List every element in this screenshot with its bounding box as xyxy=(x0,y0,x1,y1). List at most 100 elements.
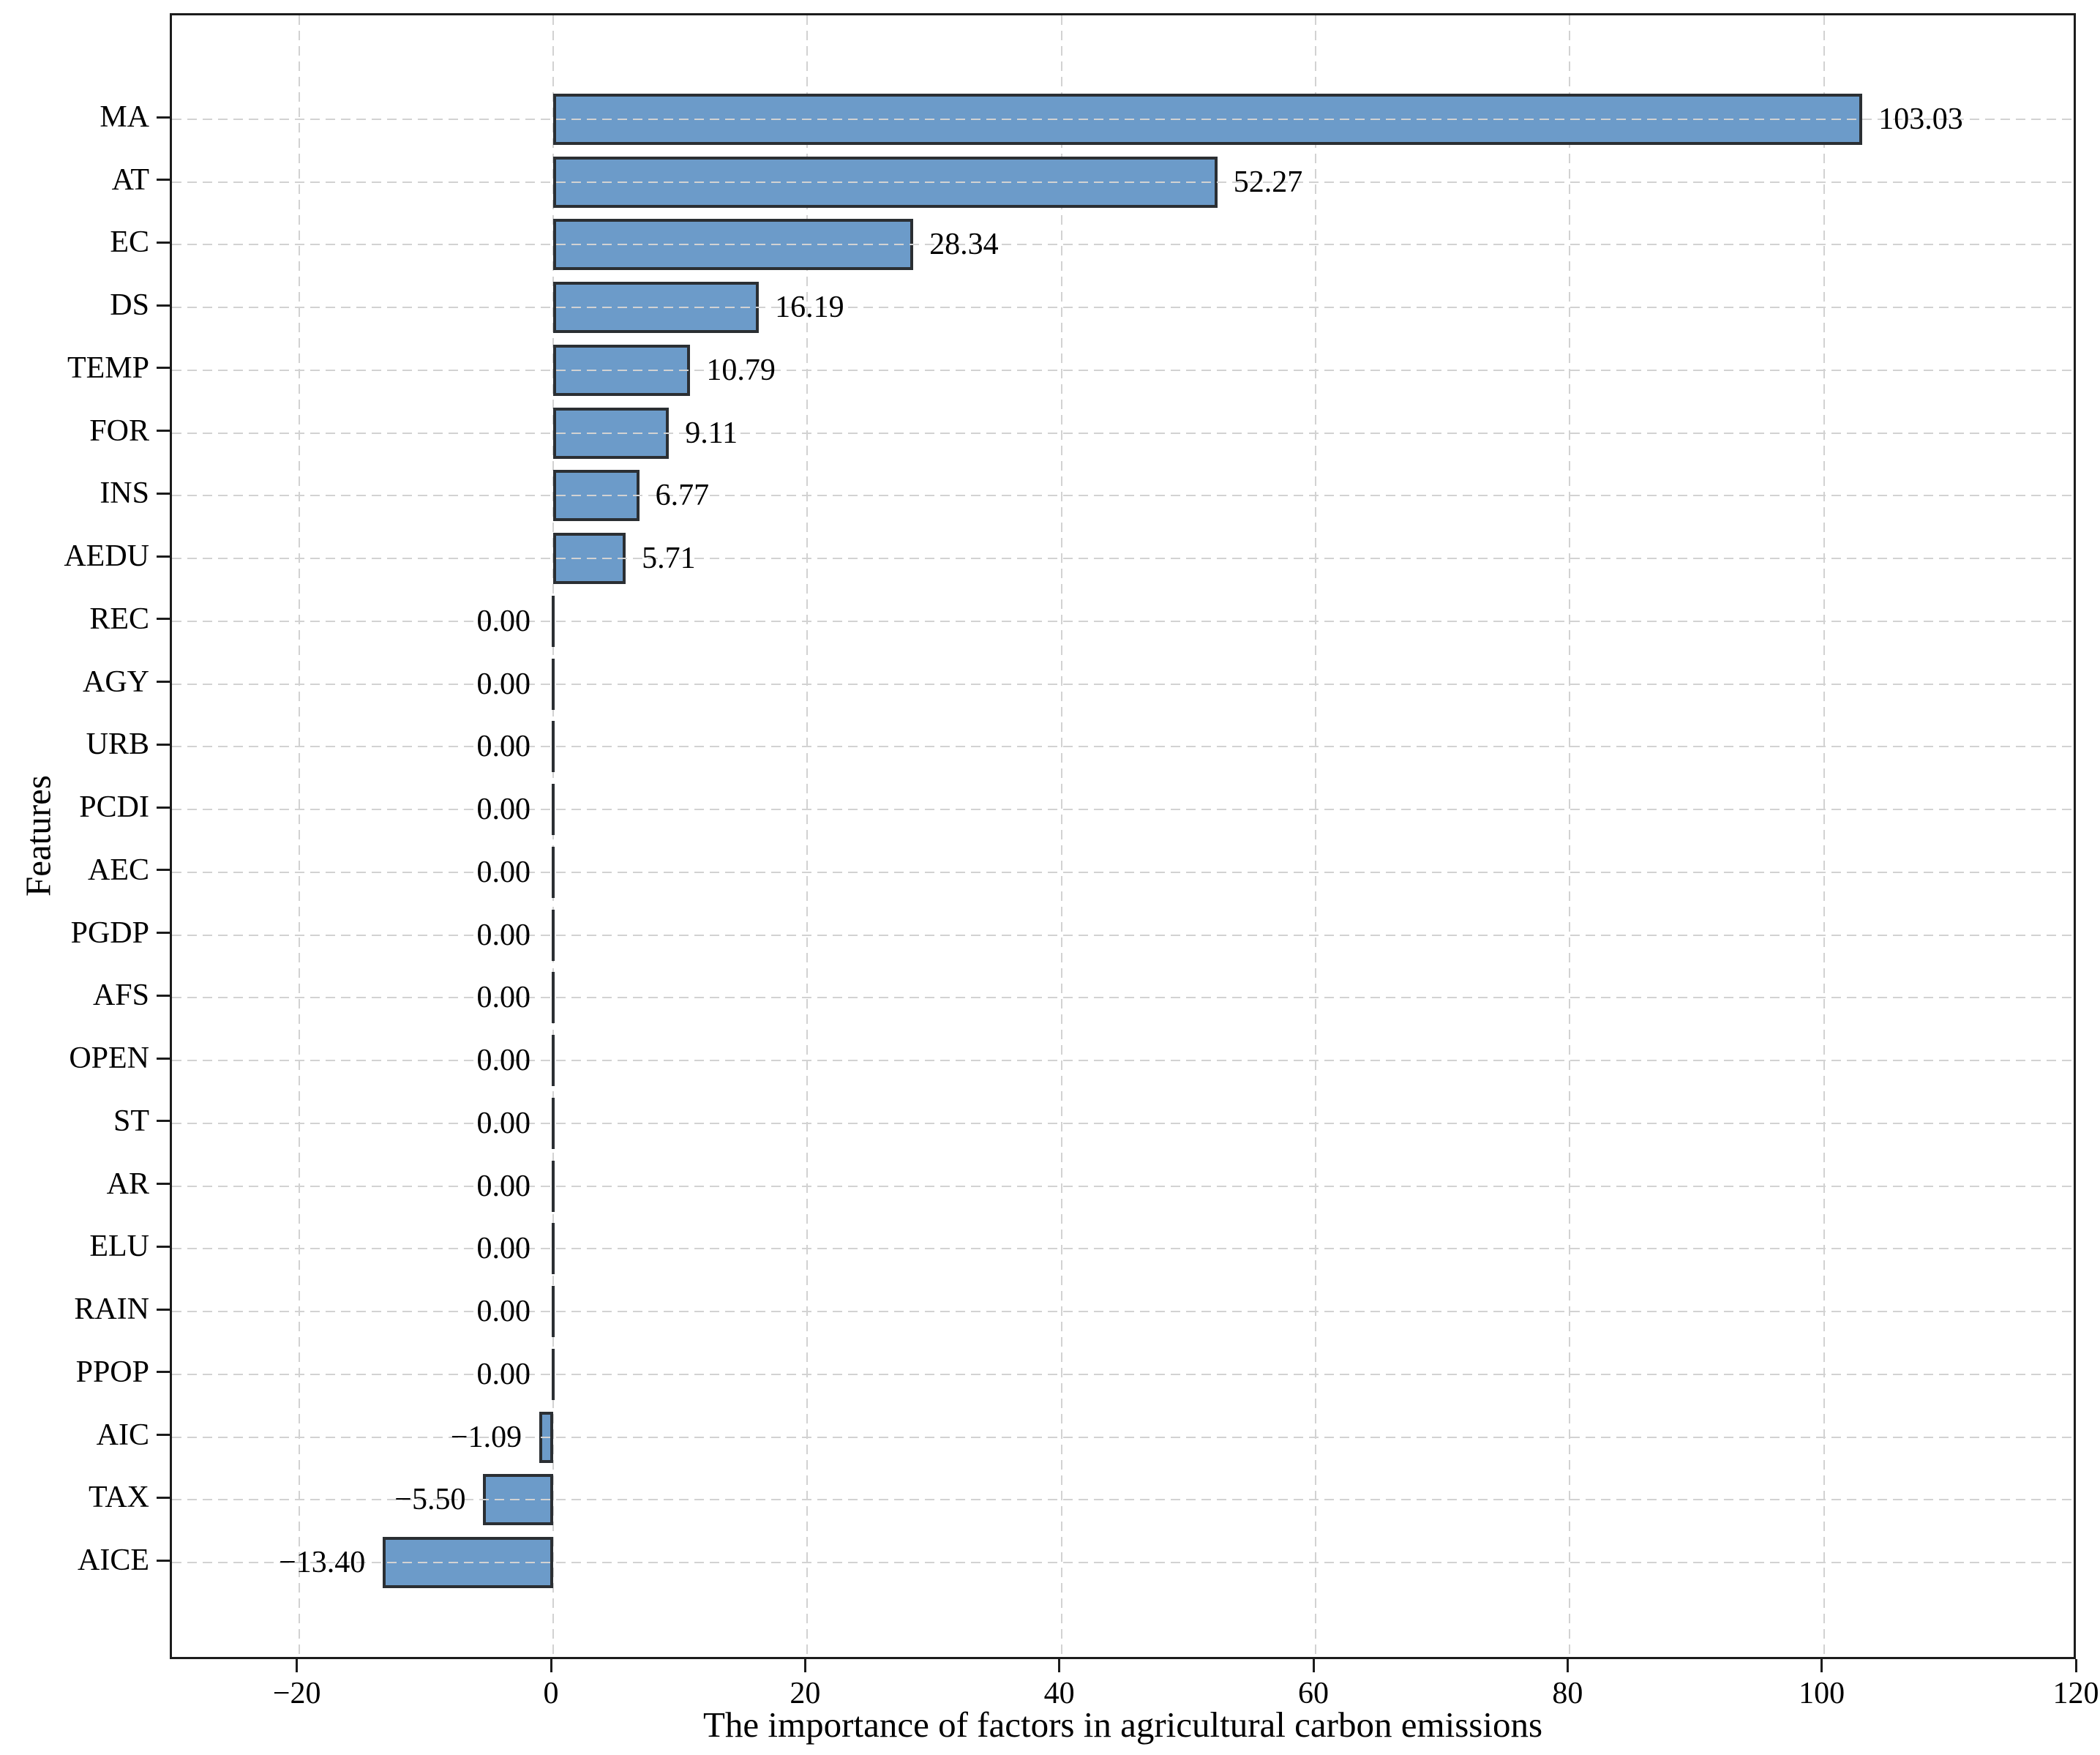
h-gridline xyxy=(172,934,2074,936)
y-tick-label: PCDI xyxy=(79,790,149,825)
bar-value-label: 0.00 xyxy=(476,1106,531,1140)
y-tick-label: PGDP xyxy=(70,916,149,950)
y-tick-mark xyxy=(157,555,170,558)
h-gridline xyxy=(172,1185,2074,1187)
y-tick-mark xyxy=(157,304,170,307)
h-gridline xyxy=(172,181,2074,183)
y-tick-mark xyxy=(157,241,170,244)
y-tick-mark xyxy=(157,492,170,495)
y-tick-mark xyxy=(157,994,170,997)
y-tick-mark xyxy=(157,1559,170,1562)
y-tick-mark xyxy=(157,1434,170,1437)
y-tick-label: OPEN xyxy=(69,1041,149,1076)
x-tick-label: 0 xyxy=(543,1677,559,1710)
y-tick-mark xyxy=(157,1308,170,1311)
bar-value-label: 0.00 xyxy=(476,604,531,638)
bar-value-label: 5.71 xyxy=(642,542,696,576)
h-gridline xyxy=(172,871,2074,873)
h-gridline xyxy=(172,244,2074,246)
bar-value-label: 0.00 xyxy=(476,1357,531,1391)
x-tick-label: 80 xyxy=(1552,1677,1583,1710)
x-tick-mark xyxy=(1820,1659,1823,1672)
y-tick-mark xyxy=(157,1057,170,1060)
y-tick-label: INS xyxy=(100,476,149,511)
x-tick-label: 100 xyxy=(1799,1677,1845,1710)
h-gridline xyxy=(172,1436,2074,1438)
y-tick-label: EC xyxy=(110,225,149,260)
h-gridline xyxy=(172,997,2074,999)
bar-value-label: 6.77 xyxy=(655,479,710,513)
x-tick-label: 20 xyxy=(790,1677,821,1710)
bar-value-label: 0.00 xyxy=(476,1295,531,1329)
y-tick-mark xyxy=(157,806,170,809)
x-tick-label: 60 xyxy=(1298,1677,1329,1710)
bar-value-label: 0.00 xyxy=(476,1044,531,1078)
h-gridline xyxy=(172,1499,2074,1501)
bar-value-label: −5.50 xyxy=(394,1483,466,1517)
y-tick-label: AICE xyxy=(78,1543,149,1577)
bar-value-label: 28.34 xyxy=(929,228,999,262)
bar-value-label: 0.00 xyxy=(476,730,531,764)
y-tick-mark xyxy=(157,1120,170,1123)
bar-value-label: 10.79 xyxy=(706,353,776,387)
h-gridline xyxy=(172,683,2074,685)
bar-value-label: 0.00 xyxy=(476,667,531,701)
y-tick-mark xyxy=(157,1496,170,1499)
x-tick-mark xyxy=(1058,1659,1061,1672)
y-tick-mark xyxy=(157,932,170,935)
y-tick-label: MA xyxy=(100,100,149,134)
y-tick-mark xyxy=(157,681,170,684)
y-tick-label: AEDU xyxy=(64,539,149,574)
bar-value-label: 103.03 xyxy=(1878,102,1963,136)
h-gridline xyxy=(172,558,2074,560)
bar-value-label: −1.09 xyxy=(450,1420,522,1454)
bar-value-label: 52.27 xyxy=(1233,165,1303,199)
y-tick-mark xyxy=(157,1183,170,1186)
y-tick-mark xyxy=(157,1371,170,1374)
v-gridline xyxy=(1315,15,1316,1657)
bar-value-label: 0.00 xyxy=(476,1169,531,1203)
y-tick-label: ST xyxy=(113,1104,149,1138)
y-tick-label: TEMP xyxy=(67,351,149,385)
bar-value-label: 9.11 xyxy=(685,416,738,450)
x-tick-mark xyxy=(296,1659,299,1672)
y-tick-label: PPOP xyxy=(75,1355,149,1389)
v-gridline xyxy=(806,15,809,1657)
bar-value-label: 16.19 xyxy=(775,291,844,325)
y-tick-mark xyxy=(157,869,170,872)
y-tick-label: URB xyxy=(86,727,149,762)
bar-value-label: 0.00 xyxy=(476,855,531,889)
x-tick-mark xyxy=(2074,1659,2077,1672)
h-gridline xyxy=(172,369,2074,371)
x-axis-title: The importance of factors in agricultura… xyxy=(702,1705,1543,1745)
h-gridline xyxy=(172,307,2074,309)
plot-area: 103.03 52.27 28.34 16.19 10.79 9.11 6.77 5.71 0.… xyxy=(170,13,2076,1659)
bar-value-label: −13.40 xyxy=(279,1546,366,1579)
y-tick-mark xyxy=(157,618,170,621)
y-tick-label: ELU xyxy=(89,1230,149,1264)
y-tick-label: AFS xyxy=(92,978,149,1013)
x-tick-mark xyxy=(1566,1659,1569,1672)
x-tick-label: 40 xyxy=(1043,1677,1075,1710)
y-tick-mark xyxy=(157,743,170,746)
v-gridline xyxy=(1823,15,1825,1657)
x-tick-mark xyxy=(550,1659,552,1672)
y-tick-label: TAX xyxy=(89,1481,149,1515)
y-tick-label: FOR xyxy=(89,414,149,448)
h-gridline xyxy=(172,1373,2074,1375)
y-tick-mark xyxy=(157,367,170,370)
y-tick-label: AGY xyxy=(83,665,149,699)
y-tick-label: RAIN xyxy=(74,1292,149,1327)
v-gridline xyxy=(1569,15,1571,1657)
h-gridline xyxy=(172,620,2074,622)
h-gridline xyxy=(172,1311,2074,1313)
h-gridline xyxy=(172,746,2074,748)
v-gridline xyxy=(298,15,300,1657)
y-tick-label: AR xyxy=(106,1167,149,1201)
v-gridline xyxy=(1060,15,1062,1657)
v-gridline xyxy=(552,15,554,1657)
y-tick-mark xyxy=(157,179,170,182)
bar-value-label: 0.00 xyxy=(476,918,531,952)
y-tick-label: REC xyxy=(89,602,149,636)
